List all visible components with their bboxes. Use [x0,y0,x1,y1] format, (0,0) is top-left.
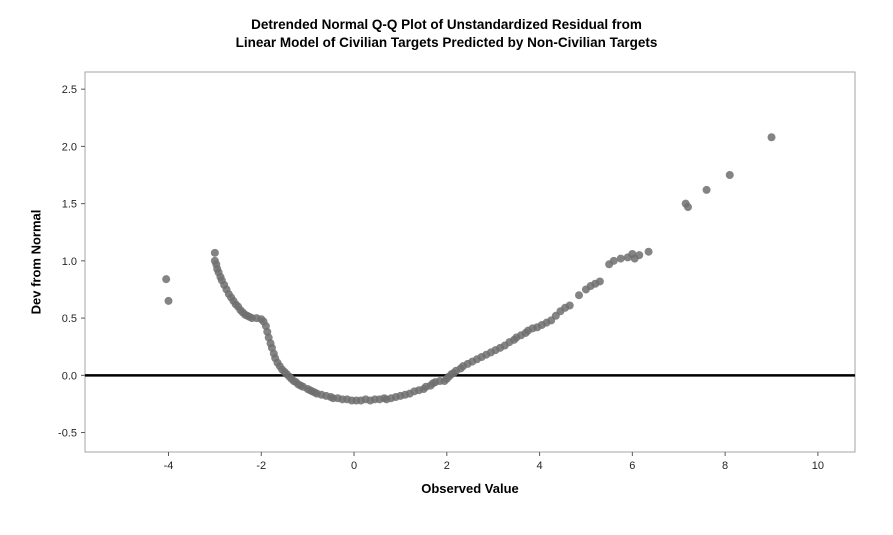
scatter-point [725,171,734,180]
y-tick-label: -0.5 [58,428,77,440]
chart-title-line1: Detrended Normal Q-Q Plot of Unstandardi… [251,17,642,32]
x-tick-label: 2 [444,460,450,472]
chart-title: Detrended Normal Q-Q Plot of Unstandardi… [0,16,893,52]
plot-frame [84,71,856,453]
x-tick-label: 8 [722,460,728,472]
scatter-point [595,277,604,286]
scatter-point [575,291,584,300]
x-tick-label: -4 [164,460,174,472]
scatter-point [767,133,776,142]
scatter-point [616,254,625,263]
y-tick-label: 0.5 [62,313,77,325]
chart-title-line2: Linear Model of Civilian Targets Predict… [235,35,658,50]
x-tick-label: 6 [629,460,635,472]
scatter-point [609,256,618,265]
scatter-point [702,185,711,194]
scatter-point [210,248,219,257]
scatter-point [565,301,574,310]
scatter-point [635,251,644,260]
y-tick-label: 1.0 [62,256,77,268]
y-tick-label: 1.5 [62,199,77,211]
y-tick-label: 2.0 [62,141,77,153]
x-tick-label: 4 [537,460,543,472]
x-tick-label: -2 [256,460,266,472]
x-tick-label: 0 [351,460,357,472]
scatter-point [164,296,173,305]
x-axis-label: Observed Value [421,481,519,496]
y-tick-label: 2.5 [62,84,77,96]
x-tick-label: 10 [812,460,824,472]
scatter-point [644,247,653,256]
scatter-point [162,275,171,284]
y-tick-label: 0.0 [62,370,77,382]
scatter-point [684,203,693,212]
